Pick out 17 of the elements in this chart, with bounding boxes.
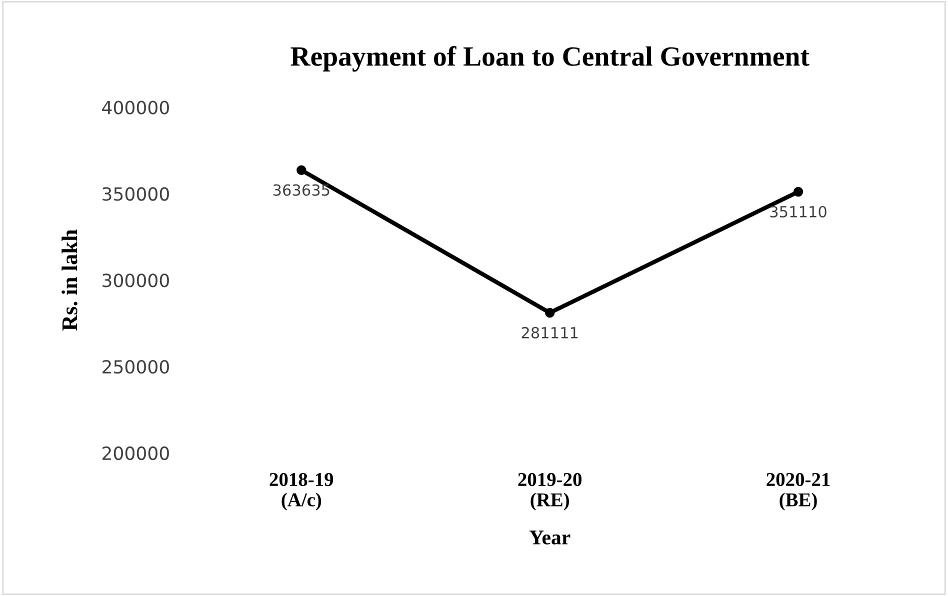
point	[296, 165, 306, 175]
data-label: 363635	[273, 184, 330, 196]
y-tick-label: 300000	[102, 274, 169, 288]
x-tick-label: 2020-21 (BE)	[766, 472, 830, 510]
point	[544, 308, 555, 318]
y-tick-label: 200000	[102, 446, 169, 460]
x-tick-label: 2019-20 (RE)	[518, 472, 582, 510]
y-tick-label: 400000	[102, 100, 169, 114]
y-tick-label: 250000	[102, 360, 169, 374]
data-label: 281111	[522, 326, 578, 338]
data-label: 351110	[770, 206, 826, 218]
y-axis-title: Rs. in lakh	[62, 230, 78, 331]
x-axis-title: Year	[529, 530, 570, 544]
x-tick-label: 2018-19 (A/c)	[270, 472, 334, 510]
point	[793, 186, 804, 197]
y-tick-label: 350000	[102, 187, 169, 201]
chart-title: Repayment of Loan to Central Government	[290, 46, 810, 72]
